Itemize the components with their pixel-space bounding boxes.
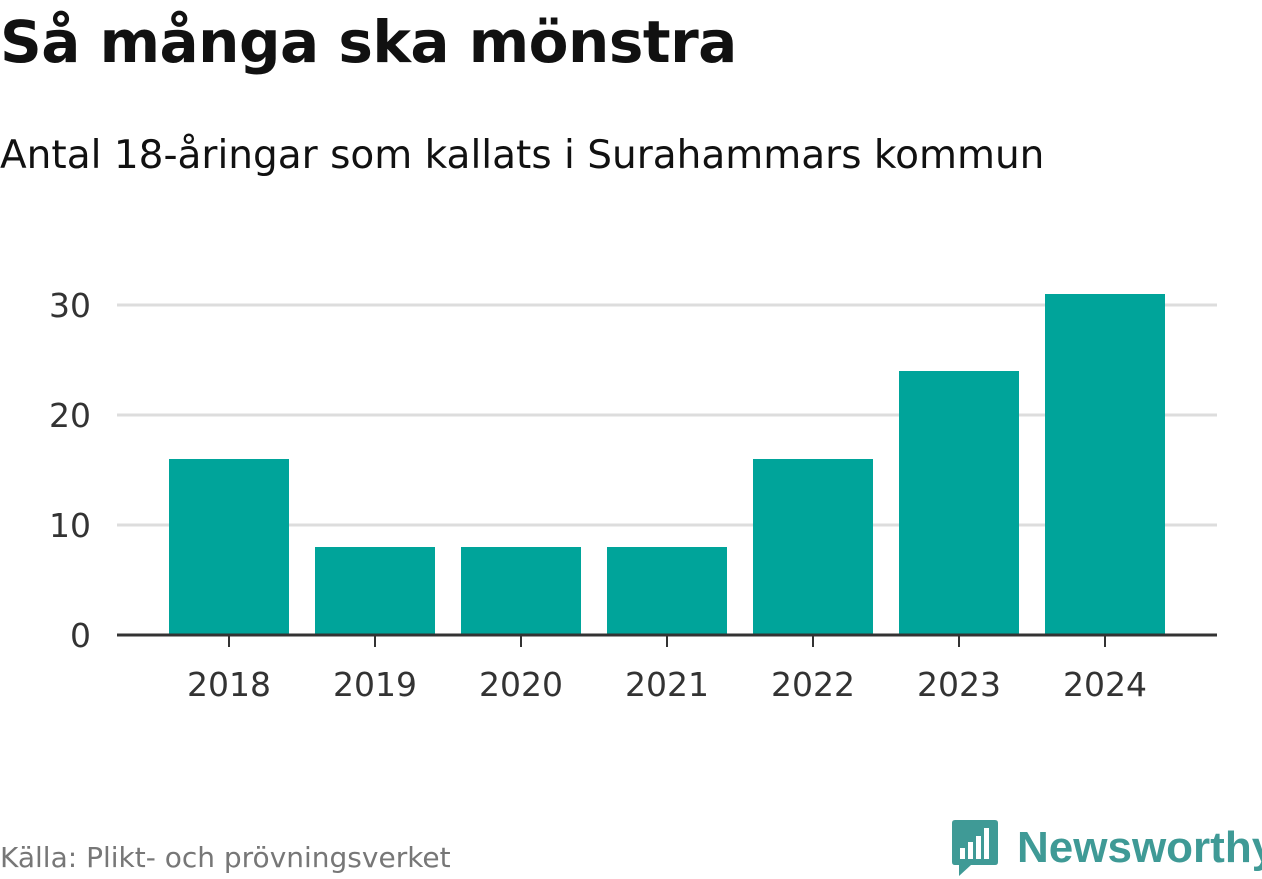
y-tick-labels: 0 10 20 30 xyxy=(49,286,91,655)
y-tick-label: 10 xyxy=(49,506,91,545)
x-tick-label: 2019 xyxy=(333,665,417,704)
bar-chart-speech-bubble-icon xyxy=(952,820,998,876)
x-tick-label: 2022 xyxy=(771,665,855,704)
y-tick-label: 30 xyxy=(49,286,91,325)
bar[interactable] xyxy=(461,547,581,635)
chart-subtitle: Antal 18-åringar som kallats i Surahamma… xyxy=(0,133,1045,178)
bar[interactable] xyxy=(899,371,1019,635)
bar[interactable] xyxy=(1045,294,1165,635)
x-tick-label: 2020 xyxy=(479,665,563,704)
x-tick-label: 2024 xyxy=(1063,665,1147,704)
x-tick-label: 2021 xyxy=(625,665,709,704)
x-tick-label: 2018 xyxy=(187,665,271,704)
x-tick-labels: 2018 2019 2020 2021 2022 2023 2024 xyxy=(187,665,1147,704)
bars xyxy=(169,294,1165,635)
x-axis xyxy=(117,633,1217,647)
x-tick-label: 2023 xyxy=(917,665,1001,704)
newsworthy-logo[interactable]: Newsworthy xyxy=(951,818,1262,878)
source-note: Källa: Plikt- och prövningsverket xyxy=(0,841,451,874)
chart-title: Så många ska mönstra xyxy=(0,8,737,76)
brand-name: Newsworthy xyxy=(1017,823,1262,872)
y-tick-label: 0 xyxy=(70,616,91,655)
bar[interactable] xyxy=(169,459,289,635)
y-tick-label: 20 xyxy=(49,396,91,435)
bar[interactable] xyxy=(753,459,873,635)
grid-lines xyxy=(117,303,1217,527)
bar[interactable] xyxy=(315,547,435,635)
bar[interactable] xyxy=(607,547,727,635)
